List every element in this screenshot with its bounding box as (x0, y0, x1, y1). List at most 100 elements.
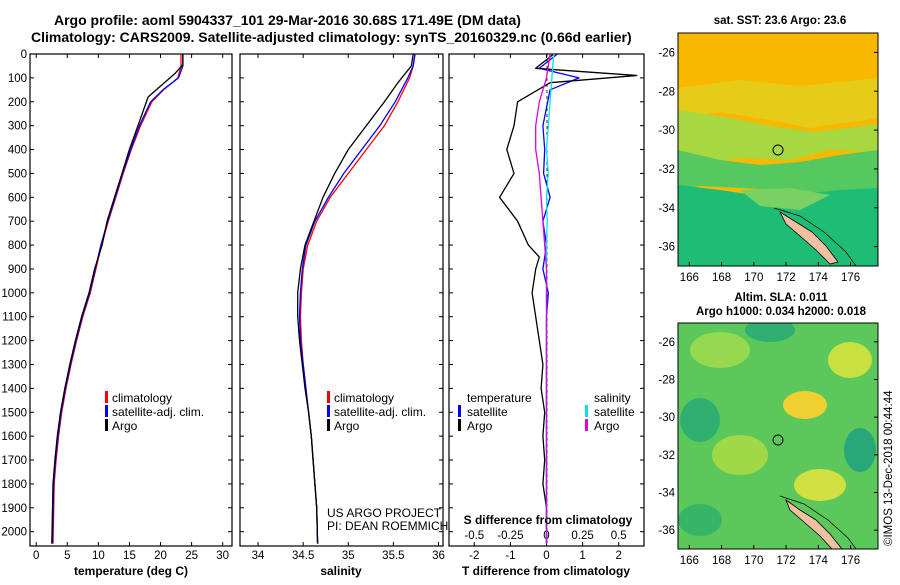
depth-tick-label: 900 (8, 264, 27, 276)
s-tick-label: -0.25 (497, 530, 523, 542)
sla-low-blob-2 (680, 398, 720, 442)
series-argo (51, 54, 184, 544)
sal-legend-label-climatology: climatology (334, 391, 394, 405)
map-lat-label: -28 (658, 375, 675, 387)
series-satellite-adj-clim- (298, 53, 416, 544)
depth-tick-label: 300 (8, 121, 27, 133)
salinity-x-label: salinity (320, 564, 362, 578)
map-lat-label: -32 (658, 164, 675, 176)
x-tick-label: 30 (216, 550, 229, 562)
salinity-panel-frame (239, 53, 444, 547)
temperature-x-label: temperature (deg C) (74, 564, 188, 578)
title-line-1: Argo profile: aoml 5904337_101 29-Mar-20… (54, 12, 521, 28)
depth-tick-label: 100 (8, 73, 27, 85)
diff-legend-swatch-s-argo (585, 419, 588, 431)
legend-label-argo: Argo (112, 419, 138, 433)
x-tick-label: 1 (579, 550, 585, 562)
legend-label-climatology: climatology (112, 391, 172, 405)
sst-new-zealand-coast (779, 210, 839, 265)
sst-map-frame (677, 32, 879, 267)
depth-tick-label: 1700 (1, 455, 27, 467)
depth-tick-label: 1400 (1, 383, 27, 395)
depth-tick-label: 1600 (1, 431, 27, 443)
x-tick-label: 35.5 (382, 550, 404, 562)
s-tick-label: -0.5 (464, 530, 484, 542)
map-lon-label: 174 (809, 272, 829, 284)
x-tick-label: 5 (64, 550, 70, 562)
map-lat-label: -34 (658, 203, 675, 215)
sla-map-frame (677, 322, 879, 550)
map-lat-label: -36 (658, 242, 675, 254)
diff-legend-label-t-argo: Argo (467, 419, 493, 433)
sla-high-blob-2 (783, 391, 827, 419)
series-t-satellite (538, 53, 580, 544)
legend-label-satellite: satellite-adj. clim. (112, 405, 204, 419)
sst-green-band (678, 150, 878, 196)
sla-low-blob-1 (745, 323, 795, 342)
x-tick-label: -1 (505, 550, 515, 562)
map-lon-label: 176 (841, 272, 860, 284)
diff-legend-title-salinity: salinity (594, 391, 631, 405)
map-lat-label: -30 (658, 412, 675, 424)
sla-low-blob-4 (678, 504, 722, 536)
pi-annotation: PI: DEAN ROEMMICH (327, 519, 448, 533)
diff-legend-label-s-satellite: satellite (594, 405, 635, 419)
depth-tick-label: 1000 (1, 288, 27, 300)
sal-legend-label-argo: Argo (334, 419, 360, 433)
sst-north-lightgreen (740, 188, 830, 210)
map-lon-label: 168 (712, 555, 731, 567)
sst-float-marker (772, 144, 784, 156)
depth-tick-label: 1900 (1, 503, 27, 515)
s-tick-label: 0.5 (611, 530, 627, 542)
x-tick-label: 34.5 (292, 550, 314, 562)
series-satellite-adj-clim- (51, 54, 184, 544)
project-annotation: US ARGO PROJECT (327, 506, 442, 520)
diff-legend-swatch-t-argo (458, 419, 461, 431)
s-difference-label: S difference from climatology (464, 513, 633, 527)
x-tick-label: 35 (342, 550, 355, 562)
series-argo (297, 53, 414, 544)
diff-legend-title-temperature: temperature (467, 391, 532, 405)
map-lon-label: 166 (680, 555, 699, 567)
map-axes: 166 168 170 172 174 176 -26 -28 -30 -32 -34 -36 166 1… (658, 47, 878, 567)
sla-high-blob-4 (712, 435, 768, 475)
sst-map (677, 32, 879, 267)
series-climatology (299, 53, 416, 544)
x-tick-label: 36 (432, 550, 445, 562)
sst-map-title: sat. SST: 23.6 Argo: 23.6 (714, 15, 847, 27)
depth-tick-label: 1300 (1, 359, 27, 371)
map-lat-label: -28 (658, 86, 675, 98)
map-lon-label: 166 (680, 272, 699, 284)
title-line-2: Climatology: CARS2009. Satellite-adjuste… (31, 29, 632, 45)
legend-swatch-climatology (105, 391, 108, 403)
legend-swatch-argo (105, 419, 108, 431)
sla-map-title-1: Altim. SLA: 0.011 (734, 292, 828, 304)
imos-signature: ©IMOS 13-Dec-2018 00:44:44 (883, 390, 895, 546)
x-tick-label: -2 (469, 550, 479, 562)
map-lon-label: 170 (744, 555, 763, 567)
salinity-series (297, 53, 416, 544)
sla-high-blob-1 (690, 332, 750, 368)
temperature-series (51, 54, 184, 544)
depth-tick-label: 1800 (1, 479, 27, 491)
x-tick-label: 0 (543, 550, 549, 562)
temperature-panel-frame (29, 53, 233, 547)
x-tick-label: 10 (92, 550, 105, 562)
x-tick-label: 20 (154, 550, 167, 562)
sla-map-title-2: Argo h1000: 0.034 h2000: 0.018 (696, 306, 867, 318)
diff-legend-swatch-s-satellite (585, 405, 588, 417)
depth-tick-label: 1100 (2, 312, 27, 324)
diff-legend-label-s-argo: Argo (594, 419, 620, 433)
sal-legend-swatch-satellite (327, 405, 330, 417)
sal-legend-swatch-climatology (327, 391, 330, 403)
sla-new-zealand-coast (785, 498, 843, 549)
diff-legend-swatch-t-satellite (458, 405, 461, 417)
sla-map (677, 322, 879, 550)
sla-float-marker (772, 434, 784, 446)
depth-tick-label: 800 (8, 240, 27, 252)
depth-tick-label: 600 (8, 192, 27, 204)
map-lon-label: 168 (712, 272, 731, 284)
map-lon-label: 174 (809, 555, 829, 567)
depth-axis: 0 100 200 300 400 500 600 700 800 900 1000 1100 1200… (1, 49, 644, 539)
